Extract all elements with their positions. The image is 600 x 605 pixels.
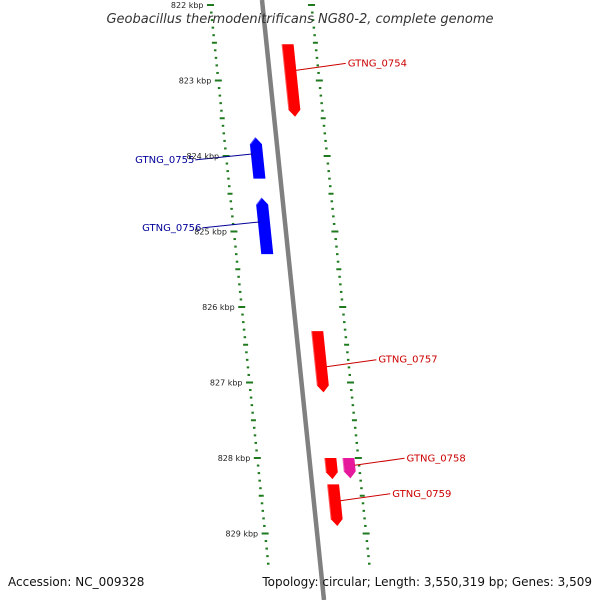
gene-gtng-0757-label[interactable]: GTNG_0757 (378, 355, 437, 366)
gene-gtng-0755-shape[interactable] (249, 137, 266, 179)
topology-summary: Topology: circular; Length: 3,550,319 bp… (261, 575, 592, 589)
ruler-label-824: 824 kbp (187, 152, 220, 161)
feature-1-highlight (341, 457, 345, 472)
ruler-label-828: 828 kbp (218, 454, 251, 463)
gene-gtng-0757-leader (326, 359, 377, 368)
map-title: Geobacillus thermodenitrificans NG80-2, … (106, 12, 493, 27)
gene-gtng-0756-shape[interactable] (256, 197, 274, 255)
gene-gtng-0756-leader (202, 221, 261, 229)
gene-gtng-0757-shape[interactable] (311, 331, 329, 393)
gene-gtng-0755[interactable] (249, 136, 266, 179)
gene-gtng-0756-label[interactable]: GTNG_0756 (142, 223, 201, 234)
gene-gtng-0758-shape[interactable] (324, 458, 338, 480)
feature-1[interactable] (341, 457, 356, 479)
gene-gtng-0754-leader (295, 62, 346, 71)
gene-track (249, 44, 356, 526)
gene-gtng-0759[interactable] (326, 484, 343, 526)
gene-gtng-0759-highlight (326, 484, 332, 520)
gene-gtng-0754-shape[interactable] (281, 44, 301, 117)
gene-gtng-0758-label[interactable]: GTNG_0758 (407, 453, 466, 464)
gene-gtng-0758-highlight (323, 457, 327, 473)
accession-label: Accession: NC_009328 (8, 575, 144, 589)
gene-gtng-0755-highlight (249, 136, 256, 145)
feature-1-shape[interactable] (342, 458, 356, 479)
gene-gtng-0756-highlight (255, 196, 263, 206)
backbone-track (259, 0, 327, 601)
ruler-label-825: 825 kbp (194, 228, 227, 237)
gene-gtng-0755-label[interactable]: GTNG_0755 (135, 155, 194, 166)
gene-gtng-0754[interactable] (280, 44, 301, 117)
gene-gtng-0757-highlight (310, 331, 318, 386)
gene-gtng-0759-shape[interactable] (327, 484, 343, 526)
backbone-line (259, 0, 327, 601)
ruler-label-829: 829 kbp (226, 530, 259, 539)
gene-gtng-0758-leader (354, 457, 405, 466)
ruler-labels: 822 kbp 823 kbp 824 kbp 825 kbp 826 kbp 827 k… (171, 1, 258, 539)
gene-gtng-0757[interactable] (310, 331, 329, 393)
gene-gtng-0754-label[interactable]: GTNG_0754 (348, 58, 407, 69)
ruler-ticks (207, 4, 371, 565)
ruler-label-823: 823 kbp (179, 77, 212, 86)
gene-gtng-0759-leader (340, 493, 391, 502)
gene-gtng-0759-label[interactable]: GTNG_0759 (392, 489, 451, 500)
gene-gtng-0758[interactable] (323, 457, 338, 480)
ruler-label-827: 827 kbp (210, 379, 243, 388)
ruler-label-826: 826 kbp (202, 303, 235, 312)
gene-labels: GTNG_0754 GTNG_0755 GTNG_0756 GTNG_0757 GTNG… (135, 58, 466, 502)
ruler-label-822: 822 kbp (171, 1, 204, 10)
gene-gtng-0756[interactable] (255, 196, 274, 255)
gene-gtng-0754-highlight (280, 44, 290, 110)
gene-gtng-0755-leader (195, 153, 254, 161)
